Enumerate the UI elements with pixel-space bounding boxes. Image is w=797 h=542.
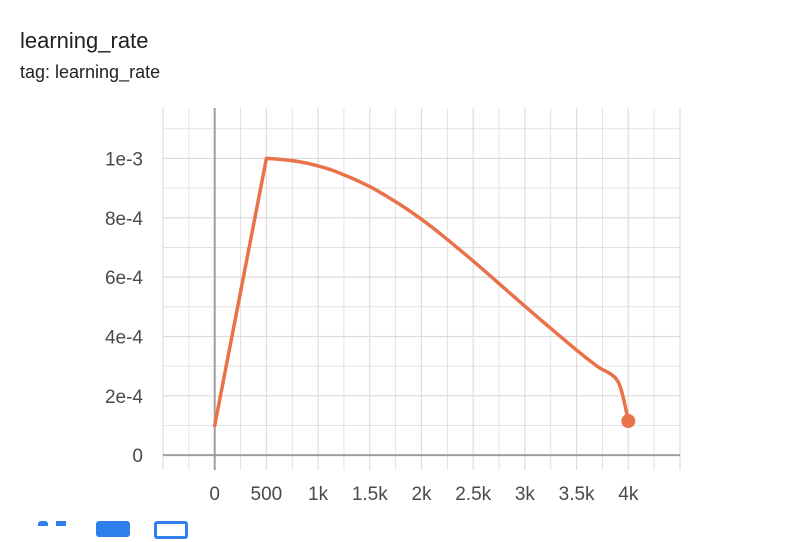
x-tick-label: 3k [515,484,536,505]
grid-layer [162,108,681,470]
chart-title: learning_rate [20,28,149,53]
x-tick-label: 4k [618,484,639,505]
y-tick-label: 2e-4 [105,387,143,408]
tick-labels: 0 500 1k 1.5k 2k 2.5k 3k 3.5k 4k 0 2e-4 4e-4 6e-4 8e-… [105,149,639,505]
chart-toolbar [38,519,190,539]
x-tick-label: 2.5k [455,484,491,505]
fit-domain-icon[interactable] [38,519,74,537]
chart-tag-subtitle: tag: learning_rate [20,62,161,82]
axis-layer [163,108,680,470]
y-tick-label: 0 [132,446,143,467]
x-tick-label: 0 [209,484,220,505]
x-tick-label: 3.5k [559,484,595,505]
x-tick-label: 1.5k [352,484,388,505]
last-point-marker [621,414,636,429]
y-tick-label: 4e-4 [105,327,143,348]
download-icon[interactable] [154,519,190,539]
y-tick-label: 1e-3 [105,149,143,170]
x-tick-label: 500 [251,484,283,505]
y-tick-label: 6e-4 [105,268,143,289]
x-tick-label: 1k [308,484,329,505]
log-scale-icon[interactable] [96,519,132,537]
x-tick-label: 2k [411,484,432,505]
learning-rate-series-line [212,156,631,428]
learning-rate-chart[interactable]: 0 500 1k 1.5k 2k 2.5k 3k 3.5k 4k 0 2e-4 4e-4 6e-4 8e-… [0,0,797,528]
y-tick-label: 8e-4 [105,209,143,230]
series-layer[interactable] [212,156,636,429]
